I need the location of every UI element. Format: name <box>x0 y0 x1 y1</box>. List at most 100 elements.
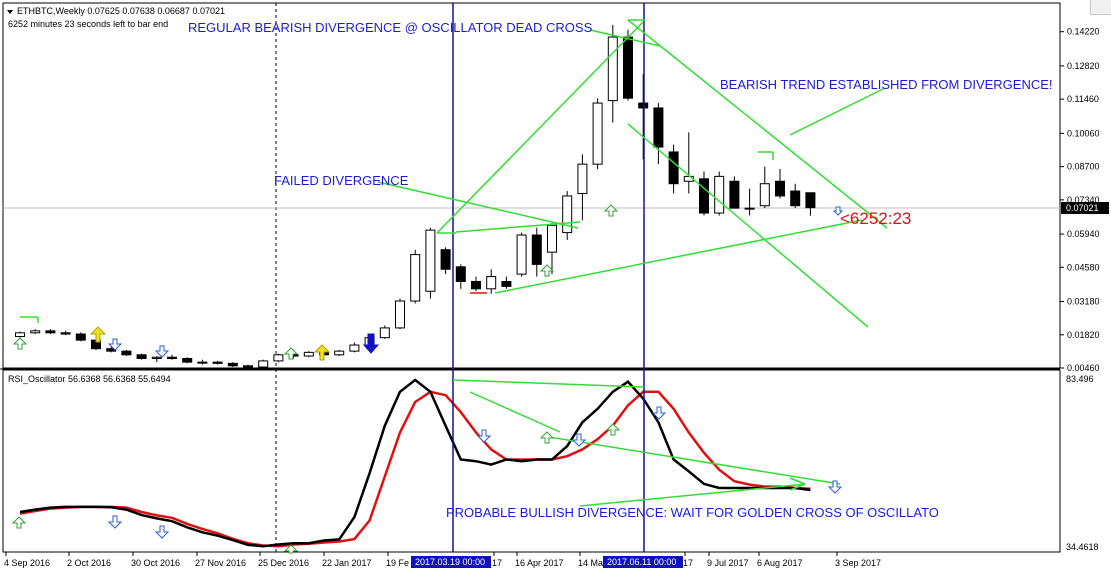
candle[interactable] <box>273 353 284 363</box>
buy-arrow-icon <box>12 337 28 350</box>
time-axis[interactable]: 4 Sep 2016 2 Oct 2016 30 Oct 2016 27 Nov 20… <box>4 552 881 568</box>
candle-body <box>562 195 573 234</box>
price-tick-label: 0.00460 <box>1067 363 1100 373</box>
candle[interactable] <box>562 191 573 240</box>
rsi-lines-layer <box>19 378 811 548</box>
candle[interactable] <box>379 325 390 339</box>
candle[interactable] <box>516 232 527 277</box>
candle[interactable] <box>121 349 132 357</box>
time-tick-label: 22 Jan 2017 <box>322 558 372 568</box>
candle[interactable] <box>471 276 481 292</box>
candle[interactable] <box>668 144 679 194</box>
candle[interactable] <box>60 330 71 336</box>
rsi-signal-line <box>19 390 811 548</box>
candle[interactable] <box>486 269 497 294</box>
buy-arrow-icon <box>539 431 555 444</box>
candle[interactable] <box>714 171 725 216</box>
candle[interactable] <box>607 24 618 123</box>
candle[interactable] <box>425 227 436 299</box>
time-tick-label: 3 Sep 2017 <box>835 558 881 568</box>
price-tick-label: 0.05940 <box>1067 229 1100 239</box>
candle[interactable] <box>227 362 238 368</box>
candle-body <box>258 360 269 368</box>
symbol-line: ETHBTC,Weekly 0.07625 0.07638 0.06687 0.… <box>17 6 225 16</box>
price-tick-label: 0.07340 <box>1067 195 1100 205</box>
candle[interactable] <box>136 353 147 360</box>
candle-body <box>729 180 740 209</box>
collapse-triangle-icon[interactable] <box>7 10 13 14</box>
indicator-label: RSI_Oscillator 56.6368 56.6368 55.6494 <box>8 374 171 384</box>
annotation-regular-bearish[interactable]: REGULAR BEARISH DIVERGENCE @ OSCILLATOR … <box>188 20 593 35</box>
candle-body <box>455 266 466 282</box>
price-tick-label: 0.03180 <box>1067 297 1100 307</box>
candle[interactable] <box>759 166 770 209</box>
candle[interactable] <box>577 154 588 221</box>
annotation-probable-bullish[interactable]: PROBABLE BULLISH DIVERGENCE: WAIT FOR GO… <box>446 505 939 520</box>
candle[interactable] <box>303 351 314 358</box>
candle[interactable] <box>212 360 223 365</box>
candle-body <box>668 151 679 185</box>
candle-body <box>790 190 801 207</box>
candle[interactable] <box>592 98 603 170</box>
time-tick-label: 14 Ma <box>578 558 603 568</box>
candle-body <box>303 351 314 357</box>
candle[interactable] <box>531 227 542 277</box>
candle[interactable] <box>501 276 512 289</box>
candle[interactable] <box>410 249 421 304</box>
price-tick-label: 0.12820 <box>1067 61 1100 71</box>
time-tick-label: 4 Sep 2016 <box>4 558 50 568</box>
time-tick-label: 16 Apr 2017 <box>515 558 564 568</box>
candle[interactable] <box>45 329 56 335</box>
candle[interactable] <box>243 364 253 369</box>
candle-body <box>516 234 527 275</box>
candle[interactable] <box>729 176 740 209</box>
candle-body <box>699 178 709 214</box>
candle-body <box>531 234 542 265</box>
candle[interactable] <box>440 247 451 275</box>
trendlines[interactable] <box>20 19 888 507</box>
candle[interactable] <box>349 342 360 353</box>
current-price-box <box>1061 202 1109 214</box>
yellow-up-arrow-icon <box>313 344 331 361</box>
candle-body <box>440 249 451 270</box>
buy-arrow-icon <box>11 516 27 529</box>
candle[interactable] <box>805 192 816 216</box>
candle[interactable] <box>167 354 177 360</box>
candle[interactable] <box>197 359 208 365</box>
window-control[interactable] <box>1090 0 1111 15</box>
candle[interactable] <box>75 332 86 342</box>
candle[interactable] <box>15 331 25 338</box>
candle-body <box>167 356 177 359</box>
candle[interactable] <box>547 222 557 275</box>
sell-arrow-icon <box>107 515 123 529</box>
candle[interactable] <box>638 73 649 160</box>
candle[interactable] <box>151 356 162 363</box>
candle-body <box>349 344 360 352</box>
candle[interactable] <box>653 103 664 165</box>
candle-body <box>547 224 557 253</box>
time-tick-label: 25 Dec 2016 <box>258 558 309 568</box>
candle-body <box>243 365 253 368</box>
candle[interactable] <box>455 264 466 289</box>
candle[interactable] <box>744 188 755 216</box>
candle[interactable] <box>775 169 785 199</box>
candle-body <box>197 361 208 364</box>
sell-arrow-icon <box>154 345 170 358</box>
candle-body <box>714 175 725 214</box>
candle[interactable] <box>334 349 345 357</box>
price-axis[interactable]: 0.14220 0.12820 0.11460 0.10060 0.08700 0.073… <box>1060 27 1100 373</box>
buy-arrow-icon <box>283 347 299 360</box>
candle[interactable] <box>395 298 405 330</box>
candle[interactable] <box>258 359 269 369</box>
annotation-bearish-trend[interactable]: BEARISH TREND ESTABLISHED FROM DIVERGENC… <box>720 77 1053 92</box>
candle[interactable] <box>790 183 801 209</box>
annotation-failed[interactable]: FAILED DIVERGENCE <box>274 173 409 188</box>
candle[interactable] <box>182 357 193 364</box>
signal-arrows[interactable] <box>11 204 844 554</box>
candle[interactable] <box>699 171 709 216</box>
sell-arrow-icon <box>832 206 844 216</box>
candle[interactable] <box>30 329 41 335</box>
price-tick-label: 0.01820 <box>1067 330 1100 340</box>
annotation-pointer-failed <box>377 181 579 229</box>
